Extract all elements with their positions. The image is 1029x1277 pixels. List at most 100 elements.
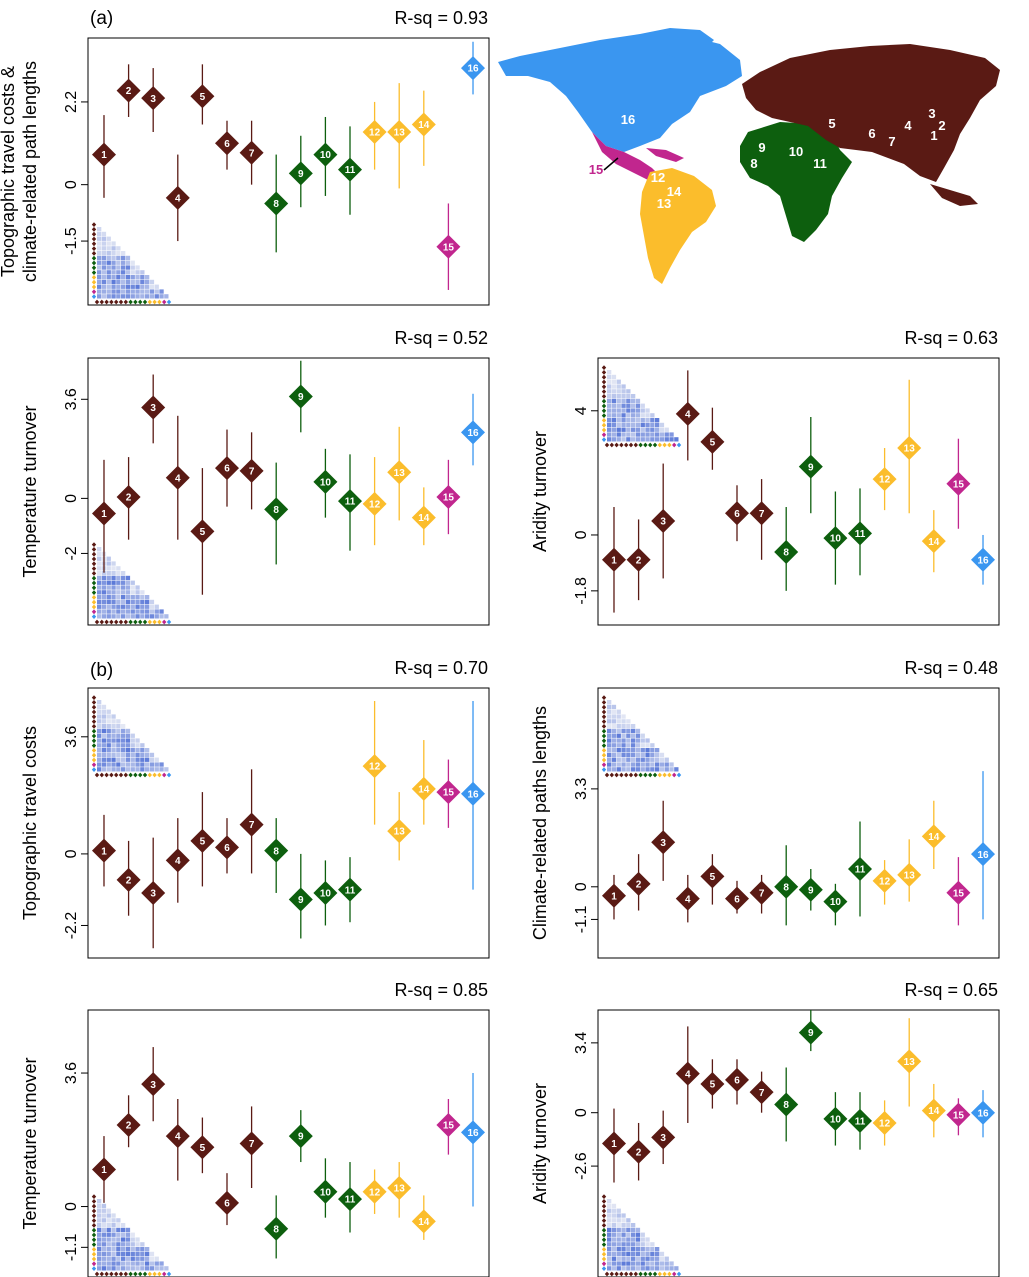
heatmap-cell (121, 1256, 126, 1261)
heatmap-row-marker (601, 1213, 607, 1219)
heatmap-row-marker (91, 1237, 97, 1243)
heatmap-col-marker (94, 619, 100, 625)
heatmap-row-marker (91, 604, 97, 610)
diamond-marker (239, 812, 264, 837)
heatmap-cell (106, 289, 111, 294)
point-7: 7 (749, 874, 774, 914)
diamond-marker (264, 838, 289, 863)
point-label: 13 (904, 444, 916, 455)
heatmap-cell (101, 585, 107, 590)
heatmap-cell (106, 733, 111, 738)
heatmap-col-marker (162, 1271, 167, 1277)
heatmap-col-marker (619, 1271, 624, 1277)
heatmap-cell (106, 284, 111, 289)
heatmap-col-marker (672, 442, 677, 448)
heatmap-cell (655, 437, 660, 442)
diamond-marker (190, 84, 215, 109)
point-10: 10 (313, 860, 338, 926)
heatmap-col-marker (652, 1271, 658, 1277)
point-12: 12 (872, 860, 897, 905)
heatmap-cell (111, 719, 116, 724)
point-label: 13 (394, 468, 406, 479)
heatmap-cell (645, 418, 650, 423)
heatmap-row-marker (91, 1242, 97, 1247)
point-13: 13 (897, 379, 922, 514)
heatmap-cell (631, 1242, 636, 1247)
point-4: 4 (675, 370, 700, 461)
heatmap-cell (97, 580, 102, 585)
heatmap-cell (135, 289, 140, 294)
heatmap-cell (149, 604, 155, 609)
diamond-marker (313, 142, 338, 167)
heatmap-row-marker (601, 748, 607, 753)
heatmap-cell (669, 1261, 674, 1266)
heatmap-cell (101, 1261, 107, 1266)
y-tick-label: 3.6 (63, 388, 80, 410)
heatmap-cell (154, 604, 159, 609)
heatmap-cell (130, 738, 135, 743)
heatmap-cell (125, 270, 131, 275)
heatmap-col-marker (619, 442, 624, 448)
heatmap-cell (116, 251, 121, 256)
heatmap-cell (611, 1261, 617, 1266)
heatmap-cell (140, 1247, 145, 1252)
heatmap-cell (130, 752, 135, 758)
heatmap-col-marker (104, 1271, 109, 1277)
heatmap-cell (130, 767, 135, 772)
heatmap-cell (116, 733, 121, 738)
y-axis-label: Aridity turnover (530, 1083, 550, 1204)
heatmap-cell (616, 422, 621, 428)
heatmap-cell (135, 1261, 140, 1266)
heatmap-cell (97, 551, 102, 557)
heatmap-cell (121, 284, 126, 289)
heatmap-cell (640, 757, 645, 762)
point-14: 14 (921, 1083, 946, 1138)
heatmap-cell (135, 595, 140, 600)
heatmap-col-marker (672, 1271, 677, 1277)
heatmap-col-marker (157, 772, 162, 778)
heatmap-col-marker (128, 1271, 133, 1277)
heatmap-col-marker (628, 442, 634, 448)
heatmap-col-marker (109, 1271, 114, 1277)
heatmap-cell (154, 284, 159, 289)
heatmap-cell (154, 614, 159, 619)
heatmap-cell (111, 728, 116, 734)
point-label: 13 (394, 1184, 406, 1195)
diamond-marker (411, 112, 436, 137)
point-11: 11 (338, 1162, 363, 1233)
heatmap-cell (111, 714, 116, 719)
heatmap-cell (664, 767, 669, 772)
point-label: 8 (273, 1224, 279, 1235)
heatmap-row-marker (91, 556, 97, 562)
heatmap-cell (145, 757, 150, 762)
heatmap-cell (635, 1256, 641, 1261)
point-14: 14 (411, 1195, 436, 1240)
heatmap-cell (607, 714, 612, 719)
heatmap-row-marker (601, 767, 607, 773)
heatmap-cell (106, 556, 111, 561)
point-4: 4 (165, 818, 190, 903)
heatmap-cell (135, 294, 140, 299)
heatmap-col-marker (123, 619, 128, 625)
heatmap-cell (101, 1266, 107, 1271)
heatmap-cell (97, 1247, 102, 1252)
diamond-marker (214, 835, 239, 860)
heatmap-cell (101, 251, 107, 256)
diamond-marker (141, 880, 166, 905)
heatmap-cell (97, 231, 102, 237)
heatmap-col-marker (676, 772, 682, 778)
heatmap-cell (97, 748, 102, 753)
diamond-marker (749, 501, 774, 526)
heatmap-cell (611, 752, 617, 758)
heatmap-cell (631, 1256, 636, 1261)
heatmap-cell (659, 752, 665, 758)
heatmap-cell (635, 728, 641, 734)
heatmap-cell (607, 1266, 612, 1271)
heatmap-cell (97, 599, 102, 605)
diamond-marker (651, 830, 676, 855)
heatmap-cell (635, 1247, 641, 1252)
point-label: 14 (418, 1217, 430, 1228)
heatmap-cell (640, 403, 645, 408)
heatmap-cell (97, 547, 102, 552)
